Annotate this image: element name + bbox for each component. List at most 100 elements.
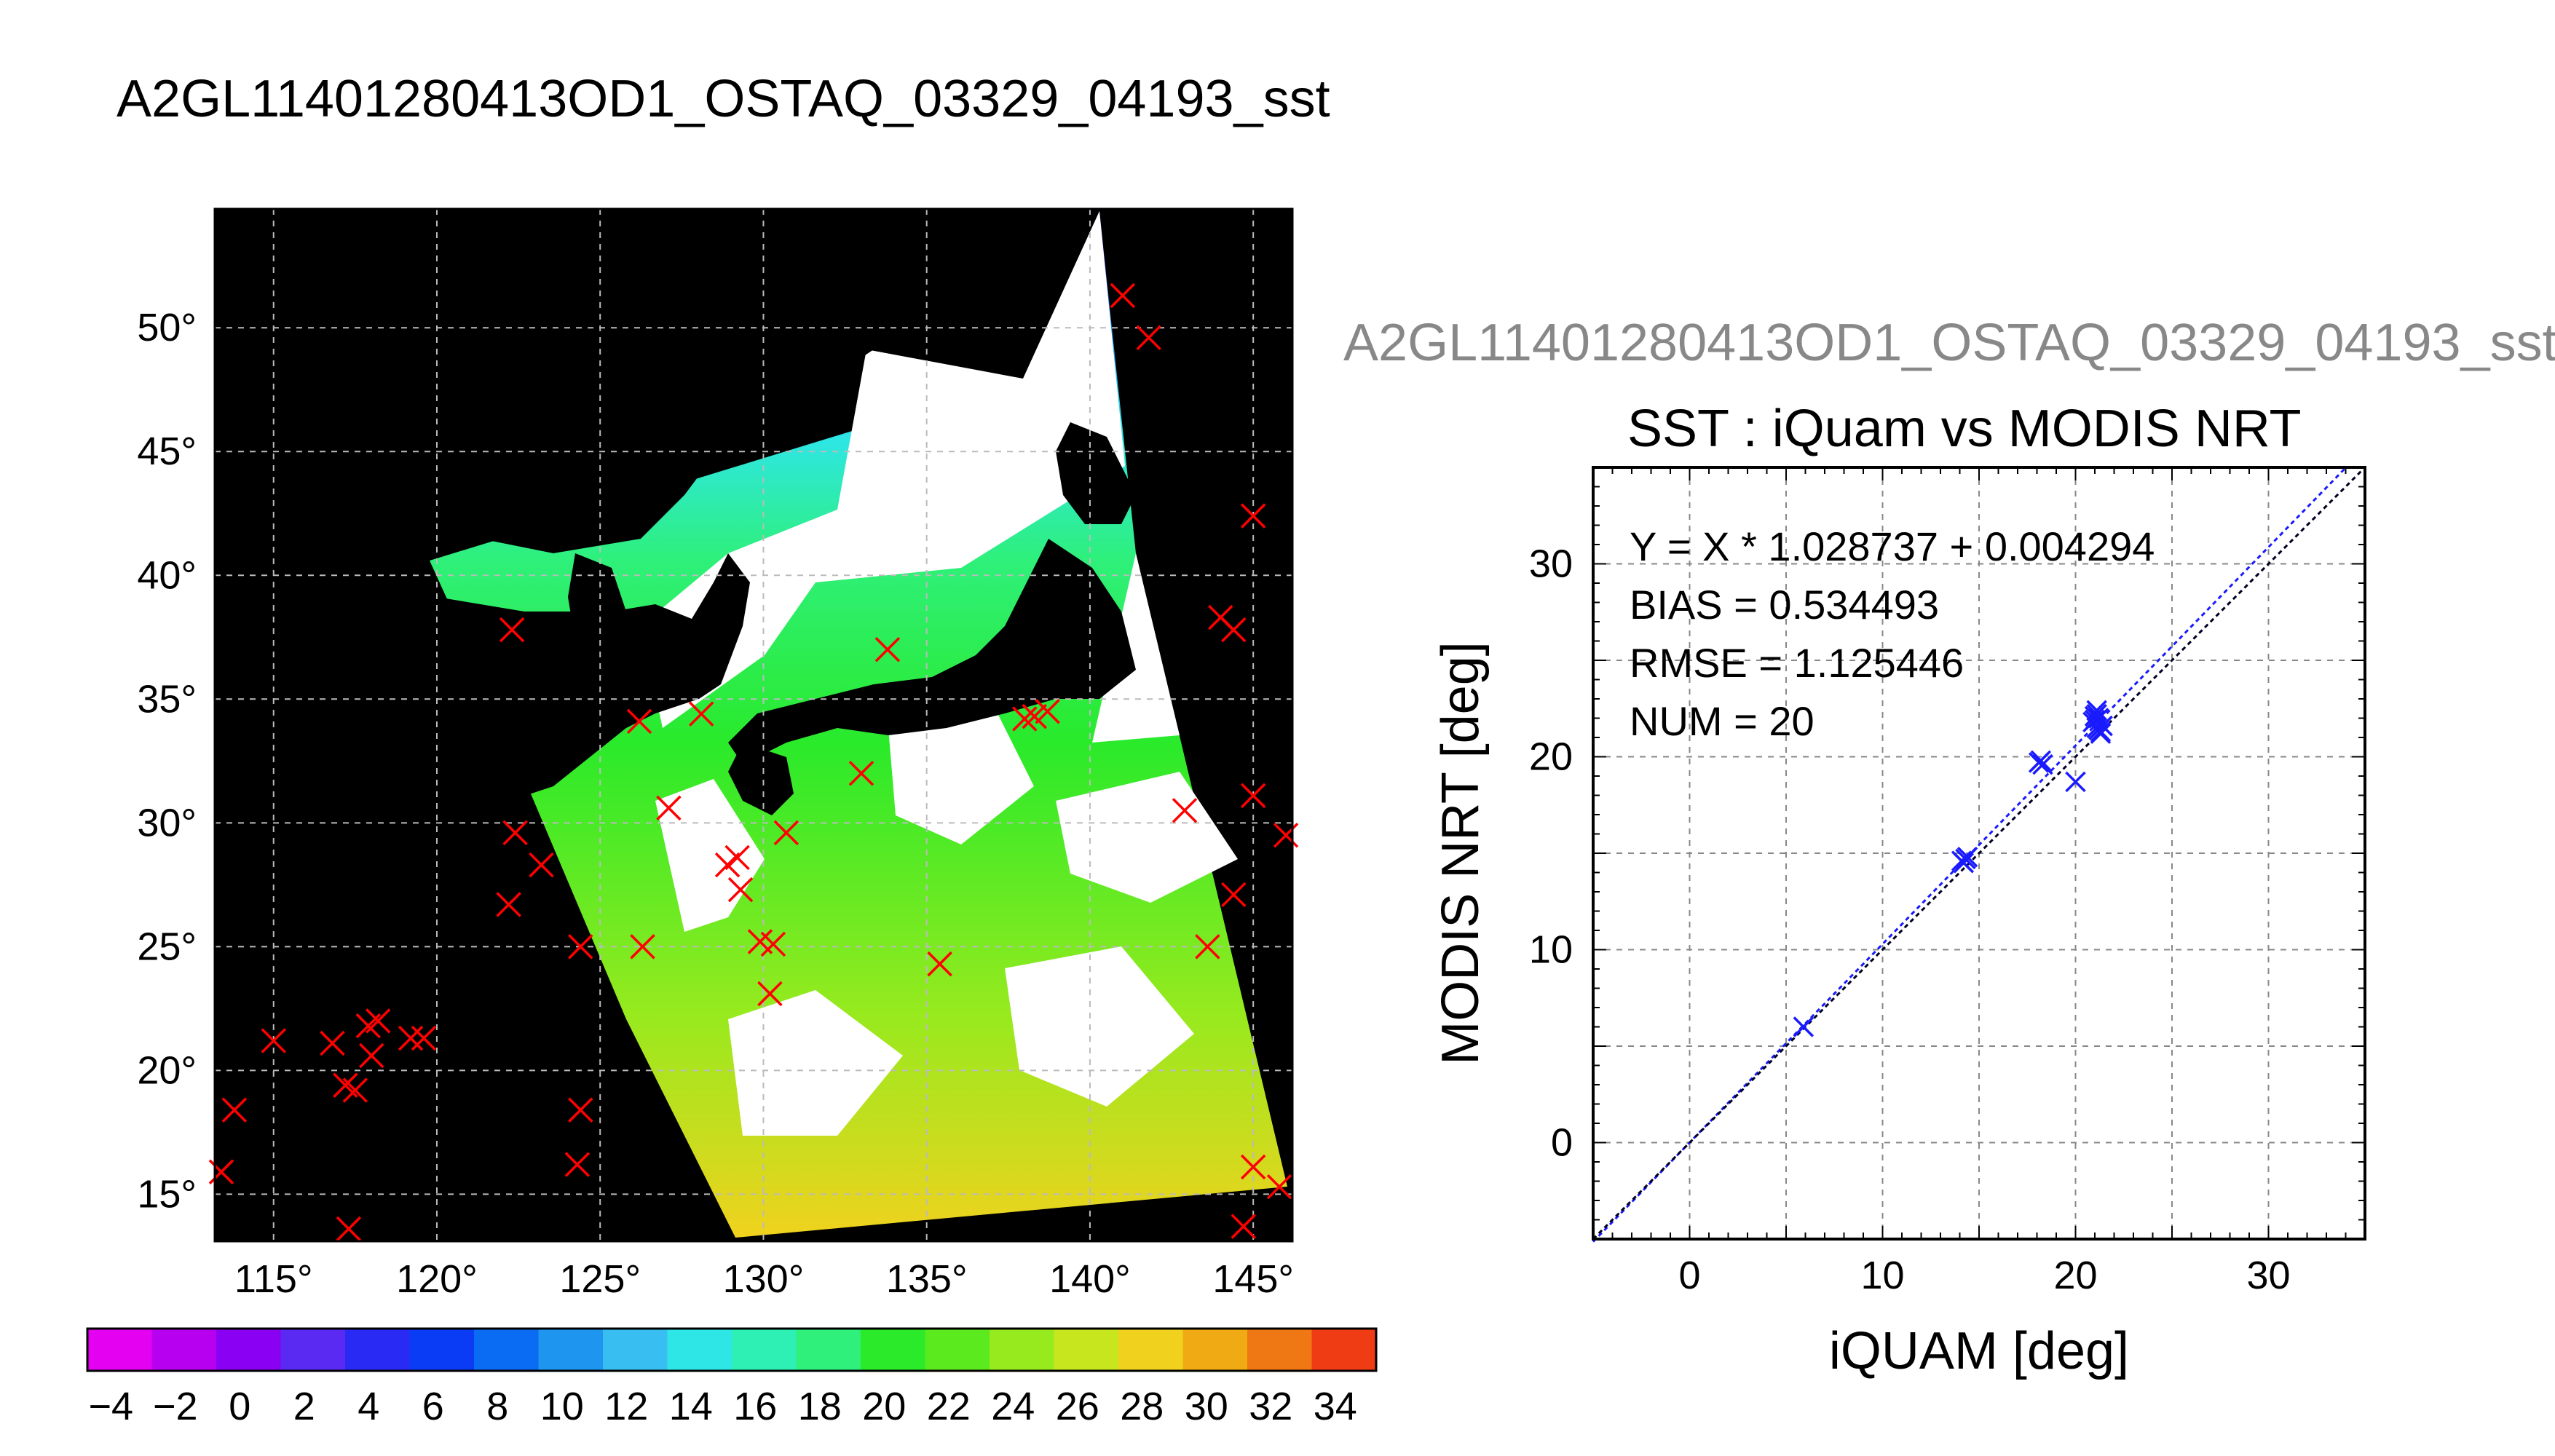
scatter-ylabel: MODIS NRT [deg] <box>1431 641 1490 1065</box>
scatter-ytick-label: 20 <box>1529 735 1573 779</box>
map-marker <box>502 820 528 846</box>
map-marker <box>1110 282 1136 309</box>
map-marker <box>320 1030 345 1056</box>
colorbar-tick-label: 12 <box>604 1385 648 1428</box>
map-marker <box>411 1025 437 1051</box>
colorbar-tick-label: 6 <box>422 1385 444 1428</box>
colorbar-cell <box>216 1329 281 1371</box>
map-marker <box>727 877 754 903</box>
map-marker <box>1012 706 1038 732</box>
scatter-point <box>2086 717 2107 738</box>
map-marker <box>1240 783 1266 809</box>
map-marker <box>757 981 783 1007</box>
map-marker <box>848 761 874 786</box>
colorbar-tick-label: 4 <box>358 1385 379 1428</box>
map-lat-tick-label: 45° <box>137 430 197 473</box>
scatter-point <box>2090 723 2112 744</box>
map-marker <box>568 1097 593 1123</box>
colorbar-cell <box>1054 1329 1119 1371</box>
colorbar-tick-label: 2 <box>293 1385 315 1428</box>
colorbar-tick-label: 30 <box>1185 1385 1228 1428</box>
colorbar-tick-label: 20 <box>862 1385 906 1428</box>
scatter-point <box>2028 752 2050 773</box>
map-marker <box>1266 1174 1292 1200</box>
map-marker <box>724 844 750 871</box>
fit-line <box>1592 466 2347 1243</box>
colorbar-cell <box>280 1329 346 1371</box>
map-marker <box>1273 823 1299 848</box>
scatter-point <box>1793 1016 1814 1037</box>
scatter-point <box>2084 705 2106 727</box>
colorbar-tick-label: 28 <box>1120 1385 1164 1428</box>
map-lon-labels: 115° 120° 125° 130° 135° 140° 145° <box>234 1257 1294 1301</box>
scatter-points <box>1793 700 2113 1037</box>
scatter-minor-ticks <box>1592 467 2366 1240</box>
colorbar-tick-label: −2 <box>153 1385 198 1428</box>
map-marker <box>927 951 952 977</box>
scatter-point <box>2088 708 2109 729</box>
map-lon-tick-label: 145° <box>1212 1257 1294 1301</box>
scatter-xtick-label: 30 <box>2246 1254 2290 1297</box>
map-lat-tick-label: 30° <box>137 801 197 844</box>
scatter-xtick-label: 10 <box>1860 1254 1904 1297</box>
scatter-point <box>2092 715 2113 737</box>
map-marker <box>398 1025 424 1051</box>
colorbar-cell <box>732 1329 797 1371</box>
colorbar-cell <box>1182 1329 1248 1371</box>
map-marker <box>1195 934 1220 960</box>
map-frame <box>213 207 1294 1243</box>
colorbar-labels: −4 −2 0 2 4 6 8 10 12 14 16 18 20 22 24 26 28 30 32 34 <box>88 1385 1357 1428</box>
map-marker <box>1231 1214 1256 1239</box>
scatter-ytick-label: 0 <box>1551 1121 1573 1165</box>
map-lon-tick-label: 120° <box>396 1257 478 1301</box>
map-marker <box>1136 325 1161 351</box>
scatter-stats: Y = X * 1.028737 + 0.004294 BIAS = 0.5344… <box>1630 523 2155 744</box>
map-grid <box>215 209 1292 1241</box>
colorbar-cell <box>151 1329 217 1371</box>
map-marker <box>342 1077 368 1103</box>
map-lon-tick-label: 130° <box>723 1257 805 1301</box>
cloud-cover <box>728 990 903 1136</box>
one-to-one-line <box>1592 466 2366 1241</box>
land-japan <box>728 539 1136 764</box>
colorbar-cells <box>87 1329 1377 1371</box>
land-korea <box>568 553 641 713</box>
scatter-title: SST : iQuam vs MODIS NRT <box>1627 400 2302 458</box>
map-marker <box>564 1152 591 1177</box>
map-marker <box>1240 503 1266 529</box>
map-marker <box>773 820 799 846</box>
map-marker <box>874 637 901 662</box>
colorbar-cell <box>603 1329 668 1371</box>
colorbar-cell <box>1118 1329 1183 1371</box>
colorbar-cell <box>538 1329 604 1371</box>
land-kyushu <box>728 743 794 815</box>
scatter-ytick-labels: 0 10 20 30 <box>1529 542 1573 1165</box>
map-lon-tick-label: 115° <box>234 1257 313 1301</box>
colorbar-cell <box>667 1329 732 1371</box>
scatter-grid <box>1593 467 2365 1239</box>
colorbar-tick-label: 34 <box>1314 1385 1357 1428</box>
colorbar-cell <box>345 1329 410 1371</box>
colorbar-cell <box>861 1329 925 1371</box>
map-lat-labels: 15° 20° 25° 30° 35° 40° 45° 50° <box>137 306 197 1216</box>
colorbar-cell <box>1311 1329 1377 1371</box>
cloud-cover <box>888 699 1034 844</box>
map-marker <box>626 708 652 735</box>
map-marker <box>499 617 525 643</box>
colorbar-tick-label: 14 <box>669 1385 713 1428</box>
colorbar-tick-label: 0 <box>229 1385 250 1428</box>
map-lat-tick-label: 40° <box>137 553 197 597</box>
cloud-cover <box>1005 946 1194 1107</box>
scatter-point <box>2032 753 2053 775</box>
map-marker <box>355 1013 382 1039</box>
map-marker <box>689 701 714 727</box>
cloud-cover <box>1092 553 1180 743</box>
colorbar-tick-label: 26 <box>1056 1385 1099 1428</box>
scatter-point <box>2086 703 2107 725</box>
scatter-point <box>2086 700 2107 721</box>
map-marker <box>1240 1154 1266 1180</box>
scatter-point <box>2084 709 2106 731</box>
map-marker <box>630 934 655 960</box>
colorbar-frame <box>86 1327 1378 1372</box>
map-lon-tick-label: 125° <box>559 1257 641 1301</box>
